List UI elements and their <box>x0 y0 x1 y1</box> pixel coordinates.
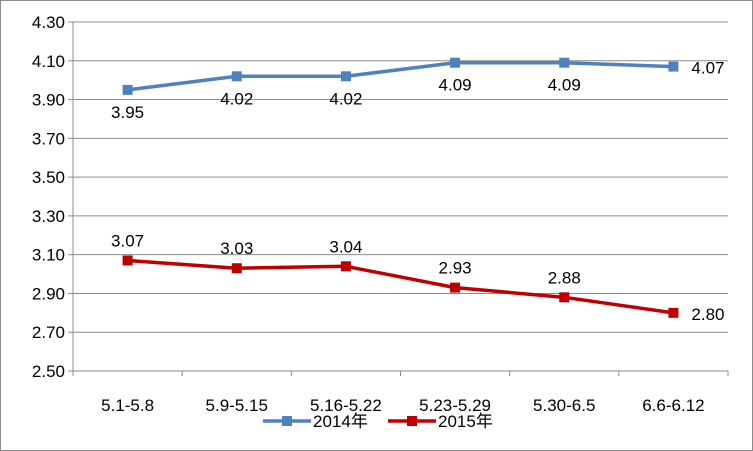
y-tick-label: 2.50 <box>32 362 65 381</box>
data-label: 2.93 <box>439 259 472 278</box>
data-label: 3.07 <box>111 231 144 250</box>
series-1-point <box>122 84 133 95</box>
x-tick-label: 6.6-6.12 <box>642 396 704 415</box>
data-label: 4.07 <box>691 59 724 78</box>
series-2-point <box>340 261 351 272</box>
data-label: 4.09 <box>548 76 581 95</box>
x-tick-label: 5.1-5.8 <box>101 396 154 415</box>
y-tick-label: 2.70 <box>32 323 65 342</box>
y-tick-label: 4.10 <box>32 52 65 71</box>
data-labels: 3.95 4.02 4.02 4.09 4.09 4.07 3.07 3.03 3.04 2.93… <box>111 59 724 324</box>
x-tick-label: 5.30-6.5 <box>533 396 595 415</box>
y-tick-label: 3.90 <box>32 91 65 110</box>
series-1-point <box>450 57 461 68</box>
legend: 2014年 2015年 <box>263 412 493 431</box>
series-1-point <box>231 71 242 82</box>
series-line-1 <box>127 60 674 92</box>
legend-label-1: 2014年 <box>313 412 368 431</box>
legend-label-2: 2015年 <box>438 412 493 431</box>
data-label: 4.09 <box>439 76 472 95</box>
y-tick-label: 3.70 <box>32 129 65 148</box>
y-tick-label: 2.90 <box>32 284 65 303</box>
data-label: 4.02 <box>220 89 253 108</box>
data-label: 3.95 <box>111 103 144 122</box>
series-1-point <box>340 71 351 82</box>
x-axis: 5.1-5.8 5.9-5.15 5.16-5.22 5.23-5.29 5.30-6.… <box>72 371 729 415</box>
series-layer <box>122 57 679 318</box>
y-tick-label: 4.30 <box>32 13 65 32</box>
y-tick-label: 3.50 <box>32 168 65 187</box>
data-label: 3.04 <box>329 237 362 256</box>
series-2-point <box>231 263 242 274</box>
y-tick-label: 3.10 <box>32 246 65 265</box>
x-tick-label: 5.16-5.22 <box>310 396 382 415</box>
series-2-point <box>668 307 679 318</box>
x-tick-label: 5.9-5.15 <box>206 396 268 415</box>
data-label: 4.02 <box>329 89 362 108</box>
data-label: 3.03 <box>220 239 253 258</box>
series-1-point <box>668 61 679 72</box>
legend-marker-1 <box>282 416 292 426</box>
y-axis: 2.50 2.70 2.90 3.10 3.30 3.50 3.70 3.90 4.10 4.30 <box>32 13 74 381</box>
y-tick-label: 3.30 <box>32 207 65 226</box>
series-2-point <box>450 282 461 293</box>
data-label: 2.88 <box>548 268 581 287</box>
legend-marker-2 <box>407 416 417 426</box>
series-line-2 <box>127 258 674 315</box>
series-2-point <box>559 292 570 303</box>
series-1-point <box>559 57 570 68</box>
series-2-point <box>122 255 133 266</box>
grid-lines <box>73 21 728 372</box>
data-label: 2.80 <box>691 305 724 324</box>
x-tick-label: 5.23-5.29 <box>419 396 491 415</box>
